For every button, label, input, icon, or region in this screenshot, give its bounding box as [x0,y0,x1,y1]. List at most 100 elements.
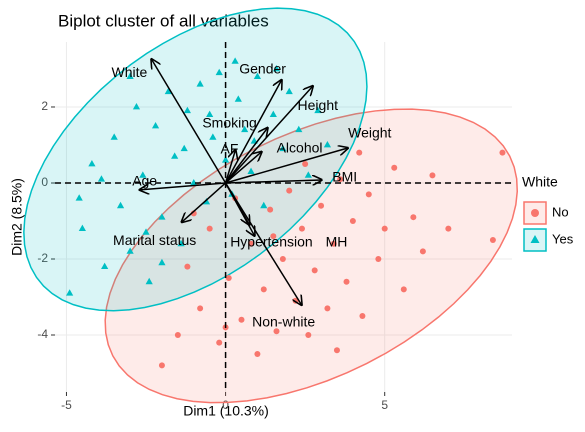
point [116,201,125,209]
point [183,106,191,114]
point [190,178,198,186]
point [254,350,261,357]
vector-label: Alcohol [277,140,323,156]
point [489,236,496,243]
point [180,144,188,152]
point [231,57,239,64]
point [202,197,211,205]
point [305,331,312,338]
point [381,225,388,232]
x-axis-title: Dim1 (10.3%) [183,403,269,419]
point [209,133,217,140]
x-tick-label: -5 [61,398,72,412]
point [221,156,230,163]
point [375,255,382,262]
point [171,152,179,159]
point [260,286,267,293]
vector-label: Marital status [113,232,196,248]
y-tick-label: 0 [41,175,48,189]
point [298,225,305,232]
point [314,106,322,114]
point [177,239,185,247]
point [97,175,106,182]
point [272,64,281,72]
vector-arrow [224,80,282,184]
vector-label: Hypertension [230,233,313,249]
point [145,277,153,285]
point [365,191,372,198]
point [311,267,318,274]
point [253,72,262,79]
point [164,87,172,95]
point [126,247,134,254]
point [75,194,83,201]
y-axis-title: Dim2 (8.5%) [9,178,25,256]
point [88,159,96,167]
point [126,72,134,79]
vector-arrow [225,152,262,184]
point [410,214,417,221]
point [304,171,312,178]
point [215,68,223,76]
y-tick-label: -2 [37,251,48,265]
point [267,206,274,213]
vector-label: Smoking [202,115,256,131]
point [184,263,191,270]
point [206,110,214,117]
point [66,289,74,296]
point [429,172,436,179]
point [158,213,166,220]
legend-label: No [552,204,569,219]
point [196,80,204,87]
x-tick-label: 0 [222,398,229,412]
point [174,331,181,338]
vector-arrow [151,59,227,184]
vector-label: Age [132,173,157,189]
point [359,312,366,319]
point [295,125,303,133]
vector-arrow [224,150,236,184]
vector-arrow [182,182,227,222]
point [260,201,268,209]
point [273,328,280,335]
legend-marker [530,235,540,243]
point [247,167,255,174]
point [78,224,86,231]
vector-label: Gender [239,61,286,77]
vector-label: MH [326,234,348,250]
legend-title: White [522,174,558,190]
point [269,110,277,117]
point [225,274,232,281]
vector-label: BMI [332,169,357,185]
point [499,149,506,156]
point [151,121,160,129]
point [286,187,293,194]
vector-arrow [225,148,348,184]
point [206,225,213,232]
point [337,176,344,183]
point [197,305,204,312]
point [132,102,141,110]
point [248,240,255,247]
vector-arrow [224,128,268,184]
point [318,202,325,209]
point [158,258,166,266]
point [330,240,337,247]
point [391,164,398,171]
chart-title: Biplot cluster of all variables [58,11,269,30]
point [343,278,350,285]
point [324,305,331,312]
vector-label: White [112,64,148,80]
point [302,160,309,167]
point [445,225,452,232]
point [349,217,356,224]
x-tick-label: 5 [381,398,388,412]
y-tick-label: 2 [41,99,48,113]
point [356,149,363,156]
point [285,87,293,95]
point [279,255,286,262]
point [279,144,287,152]
point [419,248,426,255]
point [241,125,249,133]
